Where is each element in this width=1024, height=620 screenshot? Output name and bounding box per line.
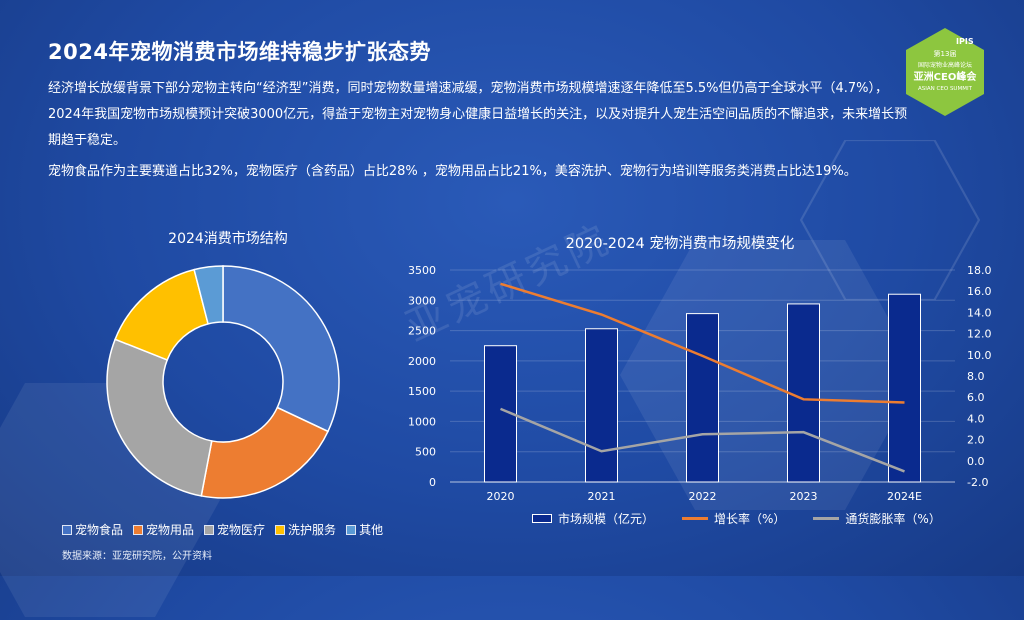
y-right-tick: 16.0 [967,285,992,298]
combo-legend-item: 市场规模（亿元） [532,510,654,527]
pie-legend-item: 宠物医疗 [204,521,265,538]
y-left-tick: 0 [429,476,436,489]
bar-3 [787,303,820,483]
page-title: 2024年宠物消费市场维持稳步扩张态势 [48,40,431,64]
summit-logo: IPIS 第13届 国际宠物业高峰论坛 亚洲CEO峰会 ASIAN CEO SU… [904,26,986,118]
pie-chart [106,265,340,499]
legend-swatch [682,517,709,520]
combo-legend: 市场规模（亿元） 增长率（%） 通货膨胀率（%） [532,510,941,527]
combo-chart: 0 500 1000 1500 2000 2500 3000 3500 -2.0 0.0 2.0 4.… [408,264,992,503]
y-right-tick: -2.0 [967,476,988,489]
legend-swatch [532,514,552,523]
y-right-tick: 12.0 [967,328,992,341]
x-tick-label: 2024E [887,490,922,503]
pie-legend-label: 宠物用品 [146,523,195,537]
bar-4 [888,293,921,483]
x-tick-label: 2023 [790,490,818,503]
legend-swatch [133,524,144,535]
pie-slice-4 [193,265,224,325]
y-right-tick: 0.0 [967,455,985,468]
series-line-1 [500,282,905,404]
y-right-tick: 10.0 [967,349,992,362]
share-paragraph: 宠物食品作为主要赛道占比32%，宠物医疗（含药品）占比28% ，宠物用品占比21… [48,164,857,179]
x-tick-label: 2021 [588,490,616,503]
y-left-tick: 1500 [408,385,436,398]
x-tick-label: 2022 [689,490,717,503]
pie-legend-label: 宠物食品 [75,523,124,537]
y-right-tick: 2.0 [967,434,985,447]
pie-legend-label: 宠物医疗 [217,523,266,537]
data-source: 数据来源：亚宠研究院，公开资料 [62,551,212,562]
pie-slice-2 [106,338,213,497]
y-left-tick: 2500 [408,325,436,338]
pie-chart-title: 2024消费市场结构 [168,231,288,247]
legend-swatch [346,524,357,535]
y-right-tick: 6.0 [967,391,985,404]
y-left-tick: 2000 [408,355,436,368]
y-right-tick: 4.0 [967,412,985,425]
pie-legend-label: 其他 [359,523,384,537]
combo-legend-label: 通货膨胀率（%） [845,512,941,526]
pie-legend-item: 洗护服务 [275,521,336,538]
legend-swatch [813,517,840,520]
combo-legend-label: 增长率（%） [714,512,786,526]
legend-swatch [62,524,72,535]
x-tick-label: 2020 [487,490,515,503]
logo-forum: 国际宠物业高峰论坛 [918,61,972,69]
combo-legend-item: 增长率（%） [682,510,785,527]
legend-swatch [275,524,286,535]
pie-slice-0 [222,265,340,433]
y-left-tick: 3500 [408,264,436,277]
bar-2 [686,313,719,483]
combo-legend-item: 通货膨胀率（%） [813,510,941,527]
pie-slice-1 [200,406,329,499]
bar-1 [585,328,618,483]
intro-paragraph: 经济增长放缓背景下部分宠物主转向“经济型”消费，同时宠物数量增速减缓，宠物消费市… [48,81,908,148]
pie-legend-item: 宠物用品 [133,521,194,538]
combo-legend-label: 市场规模（亿元） [558,512,655,526]
y-left-tick: 1000 [408,415,436,428]
y-right-tick: 8.0 [967,370,985,383]
legend-swatch [204,524,215,535]
y-right-tick: 14.0 [967,306,992,319]
logo-brand: IPIS [956,37,974,46]
logo-summit-en: ASIAN CEO SUMMIT [918,86,973,92]
pie-legend-item: 其他 [346,521,383,538]
pie-legend-label: 洗护服务 [288,523,337,537]
pie-legend: 宠物食品 宠物用品 宠物医疗 洗护服务 其他 [62,521,383,538]
logo-summit-cn: 亚洲CEO峰会 [914,70,977,83]
y-left-tick: 3000 [408,294,436,307]
series-line-2 [500,407,905,473]
background-hexagon-right [800,140,980,300]
combo-chart-title: 2020-2024 宠物消费市场规模变化 [565,236,795,252]
logo-edition: 第13届 [934,49,957,58]
y-right-tick: 18.0 [967,264,992,277]
pie-legend-item: 宠物食品 [62,521,123,538]
y-left-tick: 500 [415,446,436,459]
